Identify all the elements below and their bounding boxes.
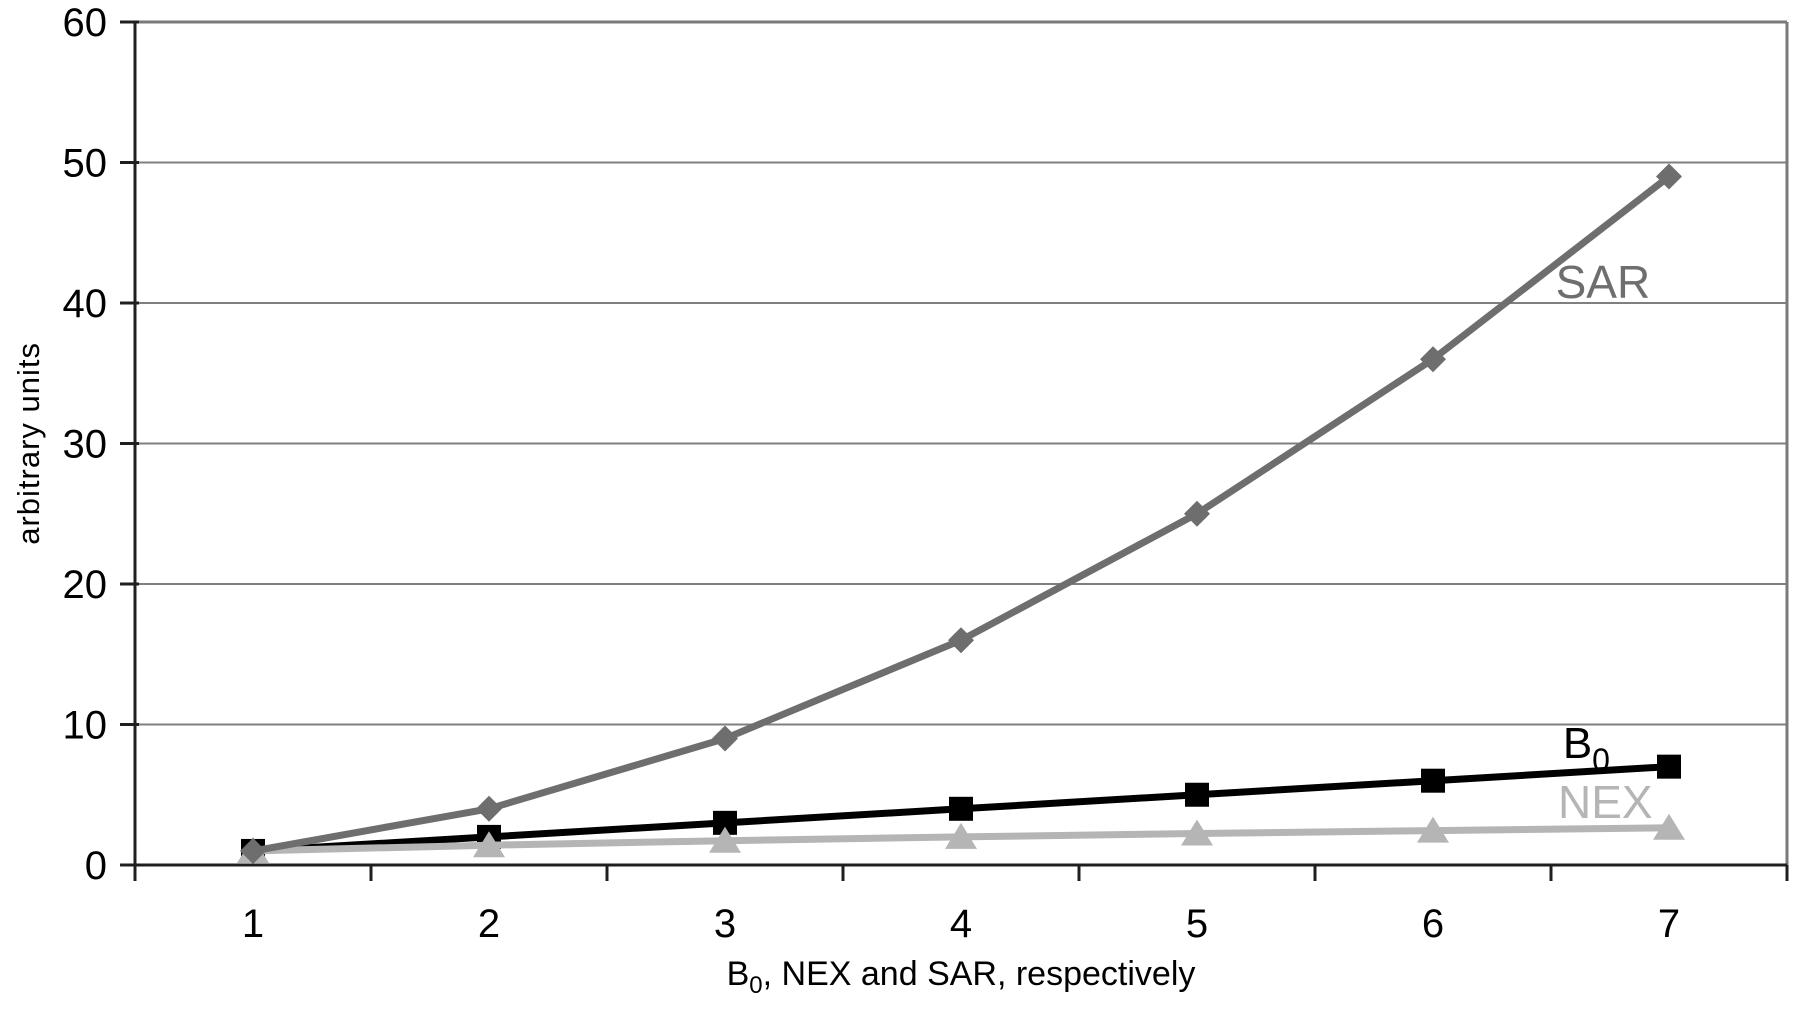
x-tick-label-6: 6 [1422, 902, 1444, 946]
marker-diamond-SAR-3 [712, 725, 738, 752]
x-axis-title: B0, NEX and SAR, respectively [135, 955, 1787, 1000]
x-axis-title-base: B [726, 955, 750, 993]
marker-diamond-SAR-2 [476, 795, 502, 822]
series-label-SAR: SAR [1556, 256, 1651, 308]
marker-triangle-NEX-2 [473, 831, 505, 858]
marker-square-B0-6 [1421, 768, 1445, 793]
y-tick-label-40: 40 [63, 282, 108, 326]
y-tick-label-60: 60 [63, 1, 108, 45]
x-tick-label-5: 5 [1186, 902, 1208, 946]
marker-triangle-NEX-7 [1653, 813, 1685, 840]
marker-triangle-NEX-6 [1417, 816, 1449, 843]
x-tick-label-7: 7 [1658, 902, 1680, 946]
y-tick-label-10: 10 [63, 704, 108, 748]
marker-square-B0-5 [1185, 782, 1209, 807]
y-tick-label-20: 20 [63, 563, 108, 607]
marker-triangle-NEX-3 [709, 826, 741, 853]
y-tick-label-50: 50 [63, 142, 108, 186]
marker-diamond-SAR-4 [948, 627, 974, 654]
series-label-B0-subscript: 0 [1592, 742, 1610, 778]
x-tick-label-4: 4 [950, 902, 972, 946]
marker-square-B0-4 [949, 796, 973, 821]
marker-triangle-NEX-4 [945, 822, 977, 849]
marker-diamond-SAR-7 [1656, 163, 1682, 190]
marker-triangle-NEX-5 [1181, 819, 1213, 846]
x-tick-label-3: 3 [714, 902, 736, 946]
y-tick-label-30: 30 [63, 423, 108, 467]
marker-diamond-SAR-5 [1184, 500, 1210, 527]
x-tick-label-2: 2 [478, 902, 500, 946]
series-label-NEX: NEX [1558, 776, 1653, 828]
marker-square-B0-7 [1657, 754, 1681, 779]
x-tick-label-1: 1 [242, 902, 264, 946]
marker-diamond-SAR-1 [240, 837, 266, 864]
x-axis-title-subscript: 0 [749, 971, 763, 999]
series-line-SAR [252, 173, 1672, 855]
x-axis-title-rest: , NEX and SAR, respectively [762, 955, 1196, 993]
marker-diamond-SAR-6 [1420, 346, 1446, 373]
y-tick-label-0: 0 [85, 844, 107, 888]
y-axis-title: arbitrary units [11, 342, 46, 545]
y-axis-title-wrap: arbitrary units [6, 22, 52, 865]
